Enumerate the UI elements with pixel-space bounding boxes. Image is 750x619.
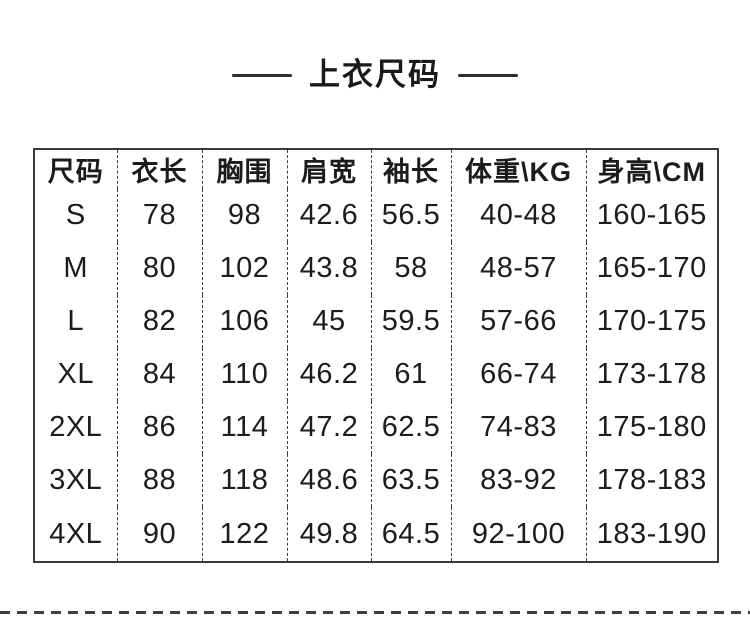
table-cell: 173-178 [585, 348, 718, 402]
table-row-4xl: 4XL 90 122 49.8 64.5 92-100 183-190 [34, 507, 718, 562]
table-cell: 64.5 [370, 507, 451, 562]
row-size-label: S [65, 199, 86, 232]
table-row-s: S 78 98 42.6 56.5 40-48 160-165 [34, 189, 718, 243]
table-cell: 48-57 [450, 242, 586, 296]
row-size-label: 2XL [49, 411, 103, 444]
table-cell: 165-170 [585, 242, 718, 296]
table-cell: 58 [370, 242, 451, 296]
table-cell: 74-83 [450, 401, 586, 455]
row-size-label: M [63, 252, 89, 285]
table-cell: 106 [201, 295, 287, 349]
title-right-dash [458, 73, 518, 77]
row-size-label: 4XL [49, 517, 103, 550]
table-cell: 42.6 [286, 189, 371, 243]
column-header-sleeve: 袖长 [370, 149, 451, 189]
row-size-label: 3XL [49, 464, 103, 497]
table-cell: 160-165 [585, 189, 718, 243]
table-cell: 110 [201, 348, 287, 402]
table-cell: 178-183 [585, 454, 718, 508]
column-header-weight: 体重\KG [450, 149, 586, 189]
column-header-chest: 胸围 [201, 149, 287, 189]
chart-title-row: 上衣尺码 [0, 57, 750, 92]
table-cell: 122 [201, 507, 287, 562]
column-header-size: 尺码 [47, 157, 104, 187]
table-cell: 80 [116, 242, 202, 296]
table-header-row: 尺码 衣长 胸围 肩宽 袖长 体重\KG 身高\CM [34, 149, 718, 189]
table-cell: 66-74 [450, 348, 586, 402]
table-cell: 59.5 [370, 295, 451, 349]
table-cell: 47.2 [286, 401, 371, 455]
table-cell: 114 [201, 401, 287, 455]
table-cell: 86 [116, 401, 202, 455]
table-cell: 170-175 [585, 295, 718, 349]
table-cell: 57-66 [450, 295, 586, 349]
table-cell: 84 [116, 348, 202, 402]
table-cell: 48.6 [286, 454, 371, 508]
table-row-3xl: 3XL 88 118 48.6 63.5 83-92 178-183 [34, 454, 718, 508]
title-left-dash [232, 73, 292, 77]
table-row-m: M 80 102 43.8 58 48-57 165-170 [34, 242, 718, 296]
table-row-xl: XL 84 110 46.2 61 66-74 173-178 [34, 348, 718, 402]
table-cell: 83-92 [450, 454, 586, 508]
row-size-label: L [67, 305, 85, 338]
table-cell: 88 [116, 454, 202, 508]
table-cell: 45 [286, 295, 371, 349]
table-cell: 78 [116, 189, 202, 243]
column-header-length: 衣长 [116, 149, 202, 189]
table-cell: 46.2 [286, 348, 371, 402]
column-header-height: 身高\CM [585, 149, 718, 189]
table-cell: 118 [201, 454, 287, 508]
table-row-2xl: 2XL 86 114 47.2 62.5 74-83 175-180 [34, 401, 718, 455]
table-body: S 78 98 42.6 56.5 40-48 160-165 M 80 102… [34, 189, 718, 562]
table-cell: 61 [370, 348, 451, 402]
table-cell: 82 [116, 295, 202, 349]
table-cell: 63.5 [370, 454, 451, 508]
table-cell: 183-190 [585, 507, 718, 562]
table-cell: 175-180 [585, 401, 718, 455]
table-cell: 62.5 [370, 401, 451, 455]
table-row-l: L 82 106 45 59.5 57-66 170-175 [34, 295, 718, 349]
table-cell: 40-48 [450, 189, 586, 243]
table-cell: 43.8 [286, 242, 371, 296]
table-cell: 102 [201, 242, 287, 296]
table-cell: 49.8 [286, 507, 371, 562]
column-header-shoulder: 肩宽 [286, 149, 371, 189]
table-cell: 90 [116, 507, 202, 562]
table-cell: 98 [201, 189, 287, 243]
row-size-label: XL [57, 358, 94, 391]
table-cell: 56.5 [370, 189, 451, 243]
chart-title: 上衣尺码 [309, 57, 441, 92]
table-cell: 92-100 [450, 507, 586, 562]
size-table: 尺码 衣长 胸围 肩宽 袖长 体重\KG 身高\CM S 78 98 42.6 … [33, 148, 719, 563]
bottom-dashed-divider [0, 611, 750, 614]
